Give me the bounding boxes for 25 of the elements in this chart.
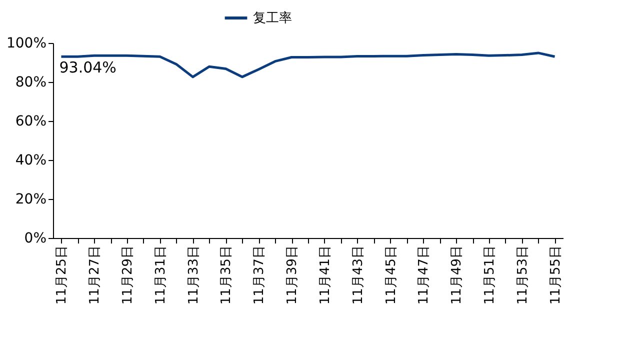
- y-tick-label: 80%: [15, 74, 46, 90]
- y-tick-label: 60%: [15, 114, 46, 130]
- x-tick-label: 11月51日: [482, 246, 498, 305]
- x-tick-label: 11月47日: [416, 246, 432, 305]
- x-tick-label: 11月43日: [350, 246, 366, 305]
- x-tick-label: 11月41日: [318, 246, 333, 305]
- y-tick-label: 20%: [15, 192, 46, 208]
- x-tick-label: 11月33日: [186, 246, 202, 305]
- x-tick-label: 11月25日: [54, 246, 70, 305]
- x-tick-label: 11月53日: [515, 246, 530, 305]
- x-tick-label: 11月39日: [285, 246, 300, 305]
- x-tick-label: 11月27日: [88, 246, 103, 305]
- legend-label: 复工率: [253, 10, 292, 26]
- y-tick-label: 100%: [6, 36, 46, 52]
- x-tick-label: 11月35日: [219, 246, 234, 305]
- y-tick-label: 0%: [24, 230, 46, 246]
- x-tick-label: 11月31日: [153, 246, 168, 305]
- x-tick-label: 11月29日: [120, 246, 136, 305]
- x-tick-label: 11月37日: [252, 246, 268, 305]
- annotation: 93.04%: [59, 58, 116, 77]
- x-tick-label: 11月49日: [450, 246, 465, 305]
- x-tick-label: 11月45日: [384, 246, 399, 305]
- x-tick-label: 11月55日: [548, 246, 564, 305]
- y-tick-label: 40%: [15, 152, 46, 168]
- line-series: [60, 52, 556, 78]
